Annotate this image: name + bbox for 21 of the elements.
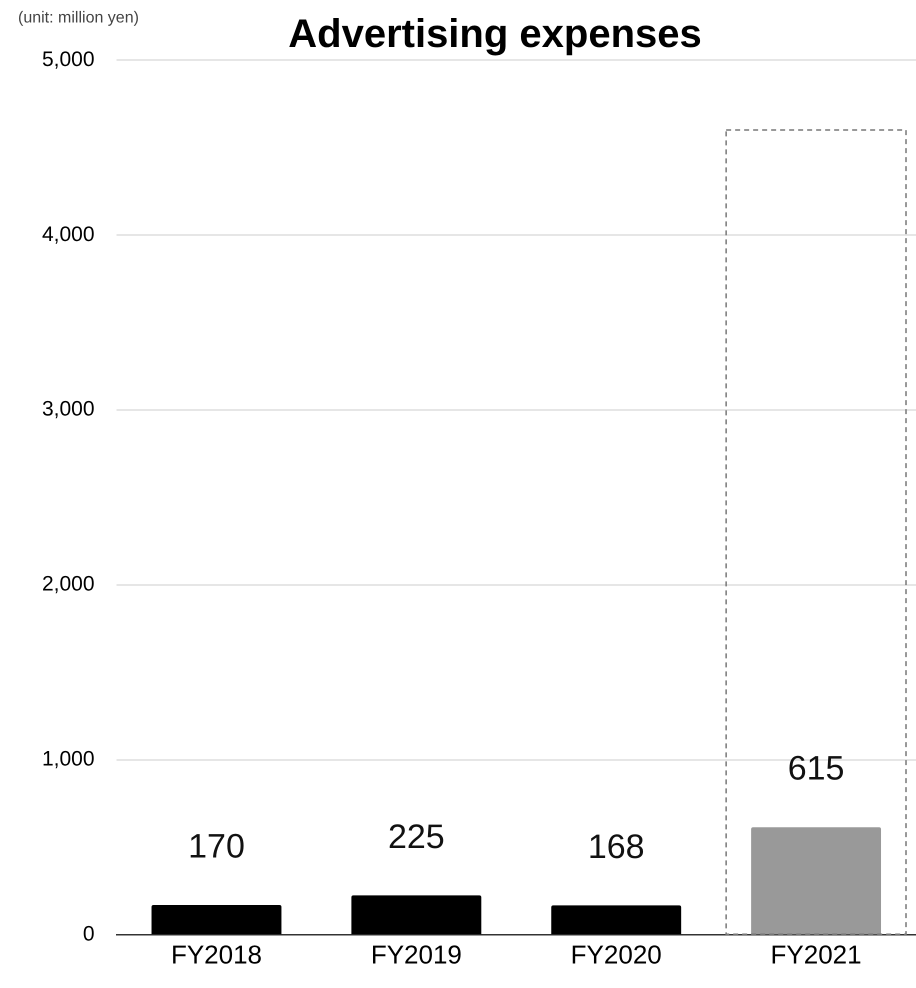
chart-title: Advertising expenses <box>288 12 702 56</box>
bar <box>152 905 282 934</box>
x-tick-label: FY2018 <box>170 940 262 970</box>
bar <box>351 895 482 934</box>
data-label: 225 <box>388 818 445 856</box>
data-label: 170 <box>188 827 245 866</box>
data-label: 168 <box>588 828 645 866</box>
bar <box>551 905 682 934</box>
x-tick-label: FY2021 <box>770 940 862 970</box>
y-tick-label: 1,000 <box>42 748 95 771</box>
y-tick-label: 3,000 <box>42 398 95 421</box>
data-label: 615 <box>788 750 844 788</box>
y-tick-label: 2,000 <box>42 572 95 596</box>
x-tick-label: FY2020 <box>570 940 662 970</box>
x-tick-label: FY2019 <box>370 940 462 970</box>
text: (unit: million yen) <box>18 9 139 26</box>
y-tick-label: 0 <box>82 922 95 946</box>
bar <box>751 827 882 934</box>
y-tick-label: 5,000 <box>42 48 95 71</box>
y-tick-label: 4,000 <box>42 222 95 246</box>
bar <box>725 129 907 936</box>
